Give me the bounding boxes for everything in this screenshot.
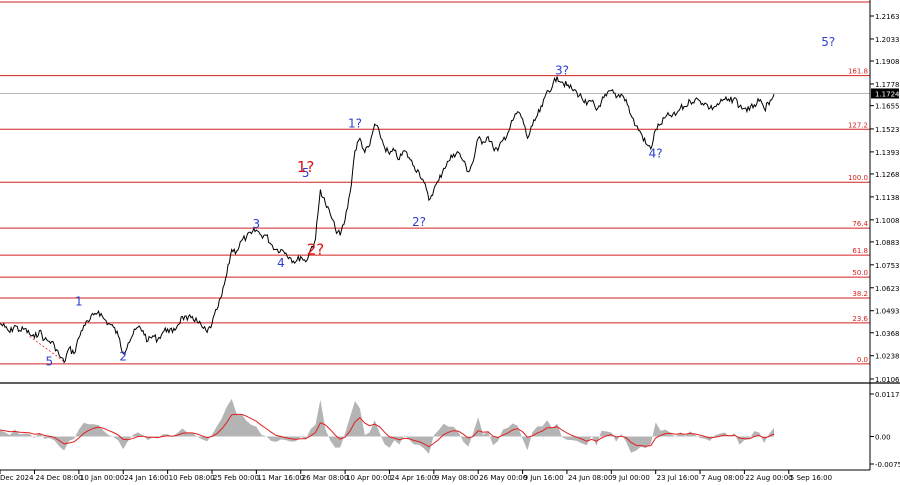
x-tick-label: 9 Jul 00:00 xyxy=(612,474,650,482)
fib-level-label: 23.6 xyxy=(852,315,868,323)
x-tick-label: 23 Jul 16:00 xyxy=(657,474,699,482)
fib-level-label: 161.8 xyxy=(848,68,868,76)
y-tick-label: 1.1523 xyxy=(875,126,900,134)
y-tick-label: 1.2033 xyxy=(875,36,900,44)
fibonacci-levels: 161.8 127.2 100.0 76.4 61.8 50.0 38.2 23.6 0.0 xyxy=(0,1,870,365)
y-tick-label: 1.0238 xyxy=(875,353,900,361)
fib-level-label: 50.0 xyxy=(852,269,868,277)
x-tick-label: 11 Mar 16:00 xyxy=(257,474,304,482)
wave-label: 2 xyxy=(119,349,127,363)
oscillator-panel xyxy=(0,398,775,454)
x-tick-label: 24 Jan 16:00 xyxy=(124,474,168,482)
wave-label: 5 xyxy=(45,355,53,369)
x-tick-label: 9 May 08:00 xyxy=(435,474,479,482)
wave-label: 3? xyxy=(555,63,569,77)
y-tick-label: 1.0493 xyxy=(875,308,900,316)
oscillator-signal-line xyxy=(0,413,775,448)
wave-label: 3 xyxy=(253,217,261,231)
y-tick-label: 1.0753 xyxy=(875,262,900,270)
x-tick-label: 24 Dec 08:00 xyxy=(36,474,83,482)
fib-level-label: 76.4 xyxy=(852,220,868,228)
wave-label-red: 2? xyxy=(307,240,325,258)
x-tick-label: 10 Feb 08:00 xyxy=(169,474,215,482)
y-tick-label: 1.1268 xyxy=(875,171,900,179)
wave-label: 1 xyxy=(75,295,83,309)
current-price-value: 1.1724 xyxy=(875,90,900,98)
y-tick-label: 1.1778 xyxy=(875,81,900,89)
price-line xyxy=(0,76,775,364)
y-tick-label: 1.1393 xyxy=(875,149,900,157)
y-tick-label: 1.0623 xyxy=(875,285,900,293)
x-tick-label: 24 Apr 16:00 xyxy=(390,474,436,482)
wave-label: 5? xyxy=(821,35,835,49)
y-tick-label: 1.1908 xyxy=(875,58,900,66)
y-tick-label: 1.0368 xyxy=(875,330,900,338)
price-series xyxy=(0,76,775,364)
wave-label: 2? xyxy=(412,215,426,229)
x-tick-label: 7 Aug 08:00 xyxy=(701,474,744,482)
y-tick-label: 1.0883 xyxy=(875,239,900,247)
y-tick-label: 1.2163 xyxy=(875,13,900,21)
fib-level-label: 100.0 xyxy=(848,174,868,182)
x-tick-label: 26 May 00:00 xyxy=(479,474,527,482)
wave-label-red: 1? xyxy=(297,158,315,176)
wave-label: 1? xyxy=(348,116,362,130)
x-tick-label: 9 Jun 16:00 xyxy=(524,474,564,482)
wave-label: 5 xyxy=(302,166,310,180)
current-price-tag: 1.1724 xyxy=(871,88,900,99)
y-tick-label: 1.1008 xyxy=(875,217,900,225)
x-tick-label: 26 Mar 08:00 xyxy=(302,474,349,482)
wave-connector-line xyxy=(29,335,65,362)
current-price-tag-background xyxy=(871,88,899,99)
x-tick-label: 22 Aug 00:00 xyxy=(745,474,792,482)
x-tick-label: 10 Apr 00:00 xyxy=(346,474,392,482)
y-tick-label: 1.1655 xyxy=(875,103,900,111)
y-tick-label: 1.1138 xyxy=(875,194,900,202)
fib-level-label: 0.0 xyxy=(857,356,868,364)
osc-y-tick-label: 0.01174 xyxy=(875,391,900,399)
fib-level-label: 127.2 xyxy=(848,121,868,129)
x-tick-label: 10 Jan 00:00 xyxy=(80,474,124,482)
x-tick-label: 25 Feb 00:00 xyxy=(213,474,259,482)
wave-label: 4 xyxy=(277,256,285,270)
wave-label: 4? xyxy=(649,146,663,160)
oscillator-histogram xyxy=(0,398,774,454)
fib-level-label: 61.8 xyxy=(852,247,868,255)
osc-y-tick-label: -0.00759 xyxy=(875,461,900,469)
fib-level-label: 38.2 xyxy=(852,290,868,298)
x-tick-label: 5 Sep 16:00 xyxy=(790,474,832,482)
x-tick-label: 24 Jun 08:00 xyxy=(568,474,612,482)
y-tick-label: 1.0106 xyxy=(875,376,900,384)
osc-y-tick-label: 0.00 xyxy=(875,434,891,442)
x-tick-label: Dec 2024 xyxy=(0,474,34,482)
